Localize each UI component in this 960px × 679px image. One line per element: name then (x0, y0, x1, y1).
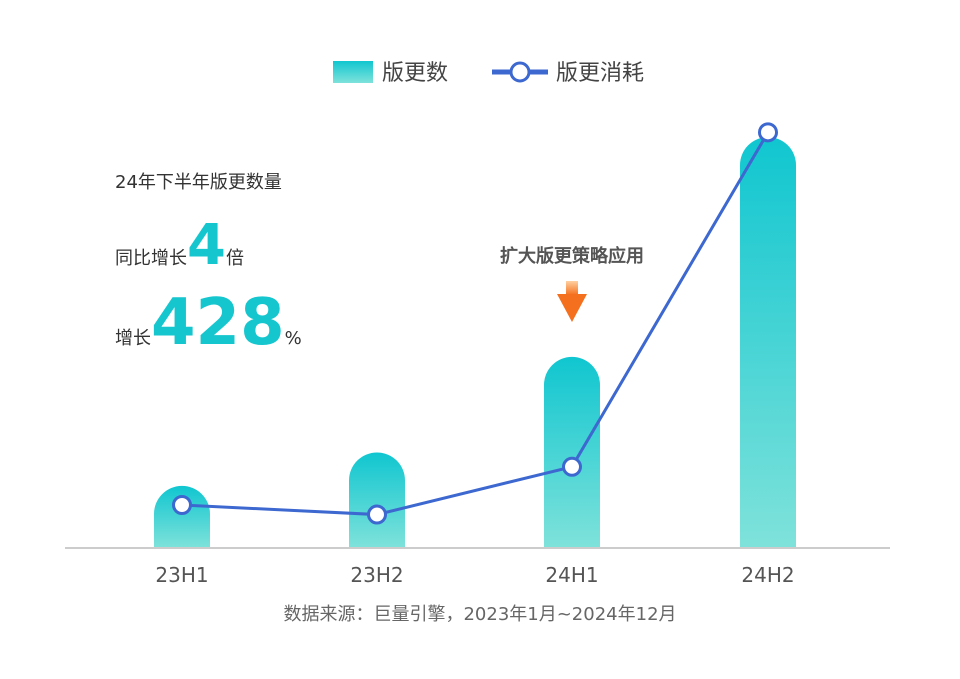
annotation-growth-suffix: % (285, 328, 302, 349)
x-tick-24H2: 24H2 (741, 563, 794, 587)
annotation-yoy-prefix: 同比增长 (115, 248, 187, 269)
x-tick-23H1: 23H1 (155, 563, 208, 587)
line-point-24H1 (562, 456, 582, 477)
bar-23H1 (154, 485, 210, 548)
callout-arrow (557, 281, 587, 322)
line-point-23H2 (367, 504, 387, 525)
data-source: 数据来源：巨量引擎，2023年1月~2024年12月 (283, 604, 676, 625)
annotation-yoy: 同比增长4倍 (115, 213, 244, 278)
annotation-growth: 增长428% (115, 286, 302, 360)
legend-swatch-bar (333, 61, 373, 83)
legend-label-bar: 版更数 (382, 61, 448, 86)
legend: 版更数 版更消耗 (333, 61, 644, 86)
legend-swatch-marker (509, 61, 531, 83)
annotation-yoy-suffix: 倍 (226, 248, 244, 269)
bar-24H2 (740, 137, 796, 548)
x-tick-labels: 23H1 23H2 24H1 24H2 (155, 563, 794, 587)
line-point-24H2 (758, 122, 778, 143)
bar-23H2 (349, 452, 405, 548)
bar-24H1 (544, 356, 600, 548)
line-point-23H1 (172, 495, 192, 515)
x-tick-24H1: 24H1 (545, 563, 598, 587)
bar-series (154, 137, 796, 548)
annotation-growth-prefix: 增长 (115, 328, 151, 349)
annotation-title: 24年下半年版更数量 (115, 172, 282, 193)
line-points (172, 122, 778, 525)
annotation-growth-value: 428 (151, 286, 285, 360)
x-tick-23H2: 23H2 (350, 563, 403, 587)
annotation-yoy-value: 4 (187, 213, 226, 278)
strategy-callout: 扩大版更策略应用 (500, 245, 644, 267)
highlight-annotation: 24年下半年版更数量 同比增长4倍 增长428% (115, 172, 302, 360)
line-series (181, 131, 770, 517)
legend-label-line: 版更消耗 (556, 61, 644, 86)
